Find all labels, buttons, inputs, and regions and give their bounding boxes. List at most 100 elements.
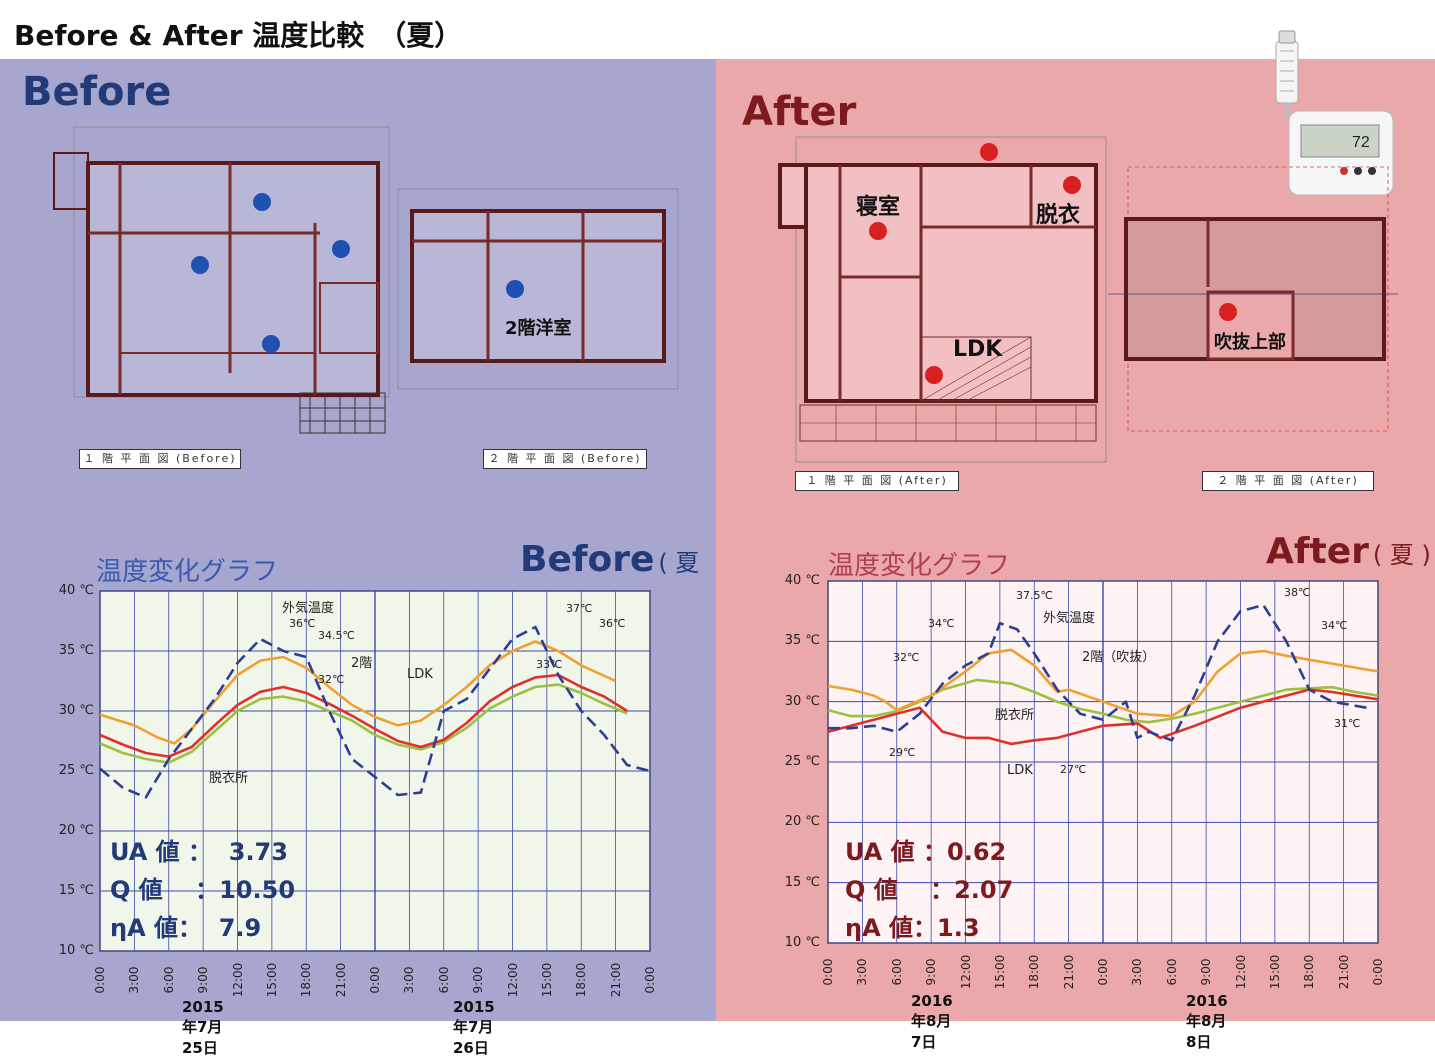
before-date-1: 2015年7月25日 [182,998,224,1057]
before-ytick-label: 15 ℃ [58,883,94,898]
after-label-floor2: 2階（吹抜） [1082,650,1156,665]
page-title: Before & After 温度比較 （夏） [14,19,463,52]
after-xtick-label: 3:00 [1130,958,1145,986]
after-ytick-label: 35 ℃ [784,633,820,649]
before-label-ldk: LDK [407,667,433,682]
after-xtick-label: 12:00 [1233,954,1248,990]
before-xtick-label: 15:00 [539,962,554,998]
after-annot-34: 34℃ [928,617,955,630]
before-series-dressing [99,683,628,764]
before-graph-title: 温度変化グラフ [96,557,279,587]
before-xtick-label: 0:00 [643,966,657,994]
after-graph-title: 温度変化グラフ [828,551,1011,581]
after-eta-value: ηA 値：1.3 [845,914,980,942]
before-q-value: Q 値 ：10.50 [110,876,296,904]
before-annot-33: 33℃ [536,658,563,671]
after-ytick-label: 20 ℃ [784,814,820,830]
before-annot-37: 37℃ [566,602,593,615]
after-annot-37-5: 37.5℃ [1016,589,1053,602]
before-ytick-label: 10 ℃ [58,943,94,958]
after-xtick-label: 0:00 [1096,958,1110,986]
after-season: ( 夏 ) [1372,541,1431,569]
before-xtick-label: 3:00 [402,966,417,994]
before-ytick-label: 30 ℃ [58,703,94,718]
before-plan2-caption: ２ 階 平 面 図 (Before) [483,449,647,469]
before-xtick-label: 9:00 [196,966,211,994]
before-floor-plan-1f [53,126,390,434]
before-series-outdoor [99,625,651,799]
after-plan1-caption: １ 階 平 面 図 (After) [795,471,959,491]
room-label-bedroom: 寝室 [856,195,901,220]
before-label-dressing: 脱衣所 [209,771,249,786]
after-annot-32: 32℃ [893,651,920,664]
before-heading: Before [22,69,172,115]
after-label-outdoor: 外気温度 [1043,611,1096,626]
after-xtick-label: 18:00 [1302,954,1317,990]
before-ytick-label: 35 ℃ [58,643,94,658]
before-graph-tag-text: Before [520,539,655,580]
after-graph-tag-text: After [1266,531,1369,572]
before-floor-plan-2f [397,188,679,390]
before-label-outdoor: 外気温度 [282,601,335,616]
room-label-dressing: 脱衣 [1036,203,1081,228]
before-xtick-label: 3:00 [127,966,142,994]
after-annot-29: 29℃ [889,746,916,759]
before-eta-value: ηA 値： 7.9 [110,914,262,942]
after-ytick-label: 30 ℃ [784,693,820,709]
before-label-floor2: 2階 [351,656,373,671]
after-xtick-label: 15:00 [992,954,1007,990]
before-ytick-label: 25 ℃ [58,763,94,778]
after-ytick-label: 15 ℃ [784,874,820,890]
before-date-2: 2015年7月26日 [453,998,495,1057]
before-series-ldk [99,673,628,758]
before-xtick-label: 18:00 [299,962,314,998]
before-annot-36: 36℃ [289,617,316,630]
after-floor-plan-2f [1108,166,1398,432]
before-ytick-label: 20 ℃ [58,823,94,838]
after-chart-plot [827,580,1379,944]
after-xtick-label: 15:00 [1267,954,1282,990]
after-xtick-label: 6:00 [889,958,904,986]
after-xtick-label: 12:00 [958,954,973,990]
before-xtick-label: 0:00 [93,966,107,994]
after-ytick-label: 25 ℃ [784,754,820,769]
before-xtick-label: 18:00 [574,962,589,998]
room-label-atrium: 吹抜上部 [1214,332,1286,353]
before-xtick-label: 6:00 [436,966,451,994]
before-xtick-label: 21:00 [333,962,348,998]
after-graph-tag: After( 夏 ) [1266,531,1431,572]
after-ua-value: UA 値 ：0.62 [845,838,1007,866]
after-label-ldk: LDK [1007,763,1033,778]
before-chart-plot [99,590,651,952]
after-annot-27: 27℃ [1060,763,1087,776]
before-xtick-label: 0:00 [368,966,382,994]
after-xtick-label: 9:00 [924,958,939,986]
after-label-dressing: 脱衣所 [995,708,1035,723]
after-date-2: 2016年8月8日 [1186,992,1228,1051]
after-xtick-label: 21:00 [1336,954,1351,990]
thermo-recorder-device: 72 [1275,30,1394,196]
after-date-1: 2016年8月7日 [911,992,953,1051]
before-ytick-label: 40 ℃ [58,583,94,598]
after-annot-34b: 34℃ [1321,619,1348,632]
after-xtick-label: 0:00 [1371,958,1385,986]
device-display: 72 [1352,134,1370,151]
before-annot-36b: 36℃ [599,617,626,630]
before-annot-32: 32℃ [318,673,345,686]
before-xtick-label: 12:00 [230,962,245,998]
after-xtick-label: 9:00 [1199,958,1214,986]
after-plan2-caption: ２ 階 平 面 図 (After) [1202,471,1374,491]
after-annot-31: 31℃ [1334,717,1361,730]
room-label-ldk: LDK [953,337,1003,362]
before-series-floor2 [99,640,617,745]
before-xtick-label: 9:00 [471,966,486,994]
before-xtick-label: 12:00 [505,962,520,998]
after-q-value: Q 値 ：2.07 [845,876,1014,904]
before-plan1-caption: １ 階 平 面 図 (Before) [79,449,241,469]
after-xtick-label: 3:00 [855,958,870,986]
after-xtick-label: 18:00 [1027,954,1042,990]
after-xtick-label: 21:00 [1061,954,1076,990]
before-xtick-label: 15:00 [264,962,279,998]
after-floor-plan-1f [778,136,1107,463]
after-series-ldk [827,688,1379,746]
